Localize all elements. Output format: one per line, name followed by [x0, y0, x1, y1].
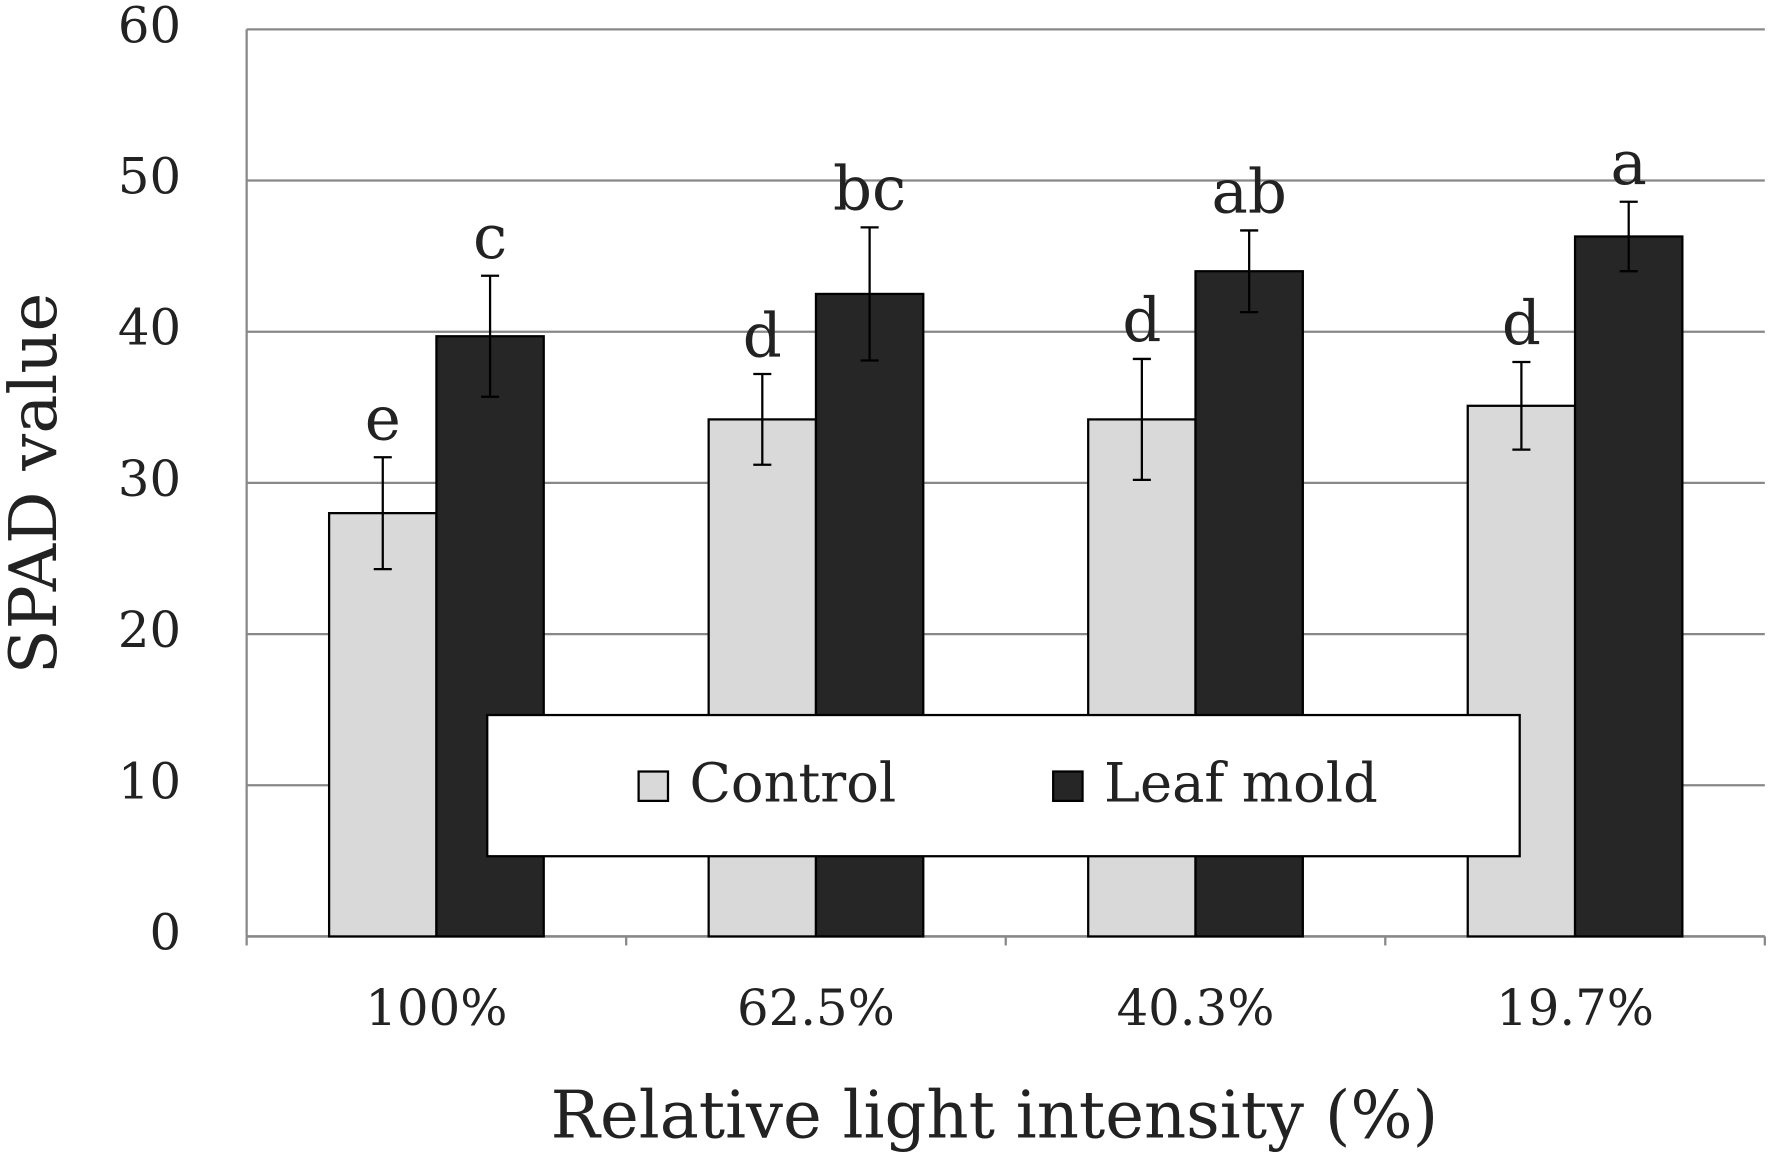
y-tick-label: 60	[118, 0, 181, 54]
error-bar	[860, 226, 879, 362]
significance-letter: d	[1122, 285, 1161, 356]
error-bar	[373, 456, 392, 571]
x-axis-title: Relative light intensity (%)	[551, 1078, 1439, 1154]
y-axis-title: SPAD value	[0, 293, 72, 675]
x-tick-label: 40.3%	[1117, 979, 1275, 1037]
y-tick-label: 30	[118, 450, 181, 508]
error-bar	[1132, 357, 1151, 482]
y-tick-label: 0	[150, 903, 182, 961]
legend: Control Leaf mold	[486, 713, 1521, 858]
significance-letter: d	[743, 300, 782, 371]
x-tick-label: 19.7%	[1496, 979, 1654, 1037]
significance-letter: e	[365, 383, 401, 454]
legend-label: Control	[689, 751, 896, 814]
y-tick-label: 10	[118, 752, 181, 810]
significance-letter: a	[1611, 128, 1647, 199]
bar	[327, 512, 438, 938]
y-tick-label: 50	[118, 148, 181, 206]
error-bar	[481, 274, 500, 398]
error-bar	[1619, 200, 1638, 273]
error-bar	[1240, 229, 1259, 314]
bar	[1573, 235, 1684, 938]
legend-swatch	[637, 770, 670, 803]
bar	[1087, 418, 1197, 938]
error-bar	[753, 372, 772, 466]
significance-letter: d	[1502, 288, 1541, 359]
x-tick-label: 100%	[365, 979, 507, 1037]
y-tick-label: 40	[118, 299, 181, 357]
x-tick-label: 62.5%	[737, 979, 895, 1037]
legend-swatch	[1052, 770, 1084, 803]
significance-letter: c	[473, 202, 507, 273]
significance-letter: ab	[1211, 157, 1286, 228]
y-tick-label: 20	[118, 601, 181, 659]
bar	[707, 418, 818, 938]
legend-label: Leaf mold	[1104, 751, 1378, 814]
significance-letter: bc	[833, 154, 906, 225]
error-bar	[1512, 360, 1531, 451]
